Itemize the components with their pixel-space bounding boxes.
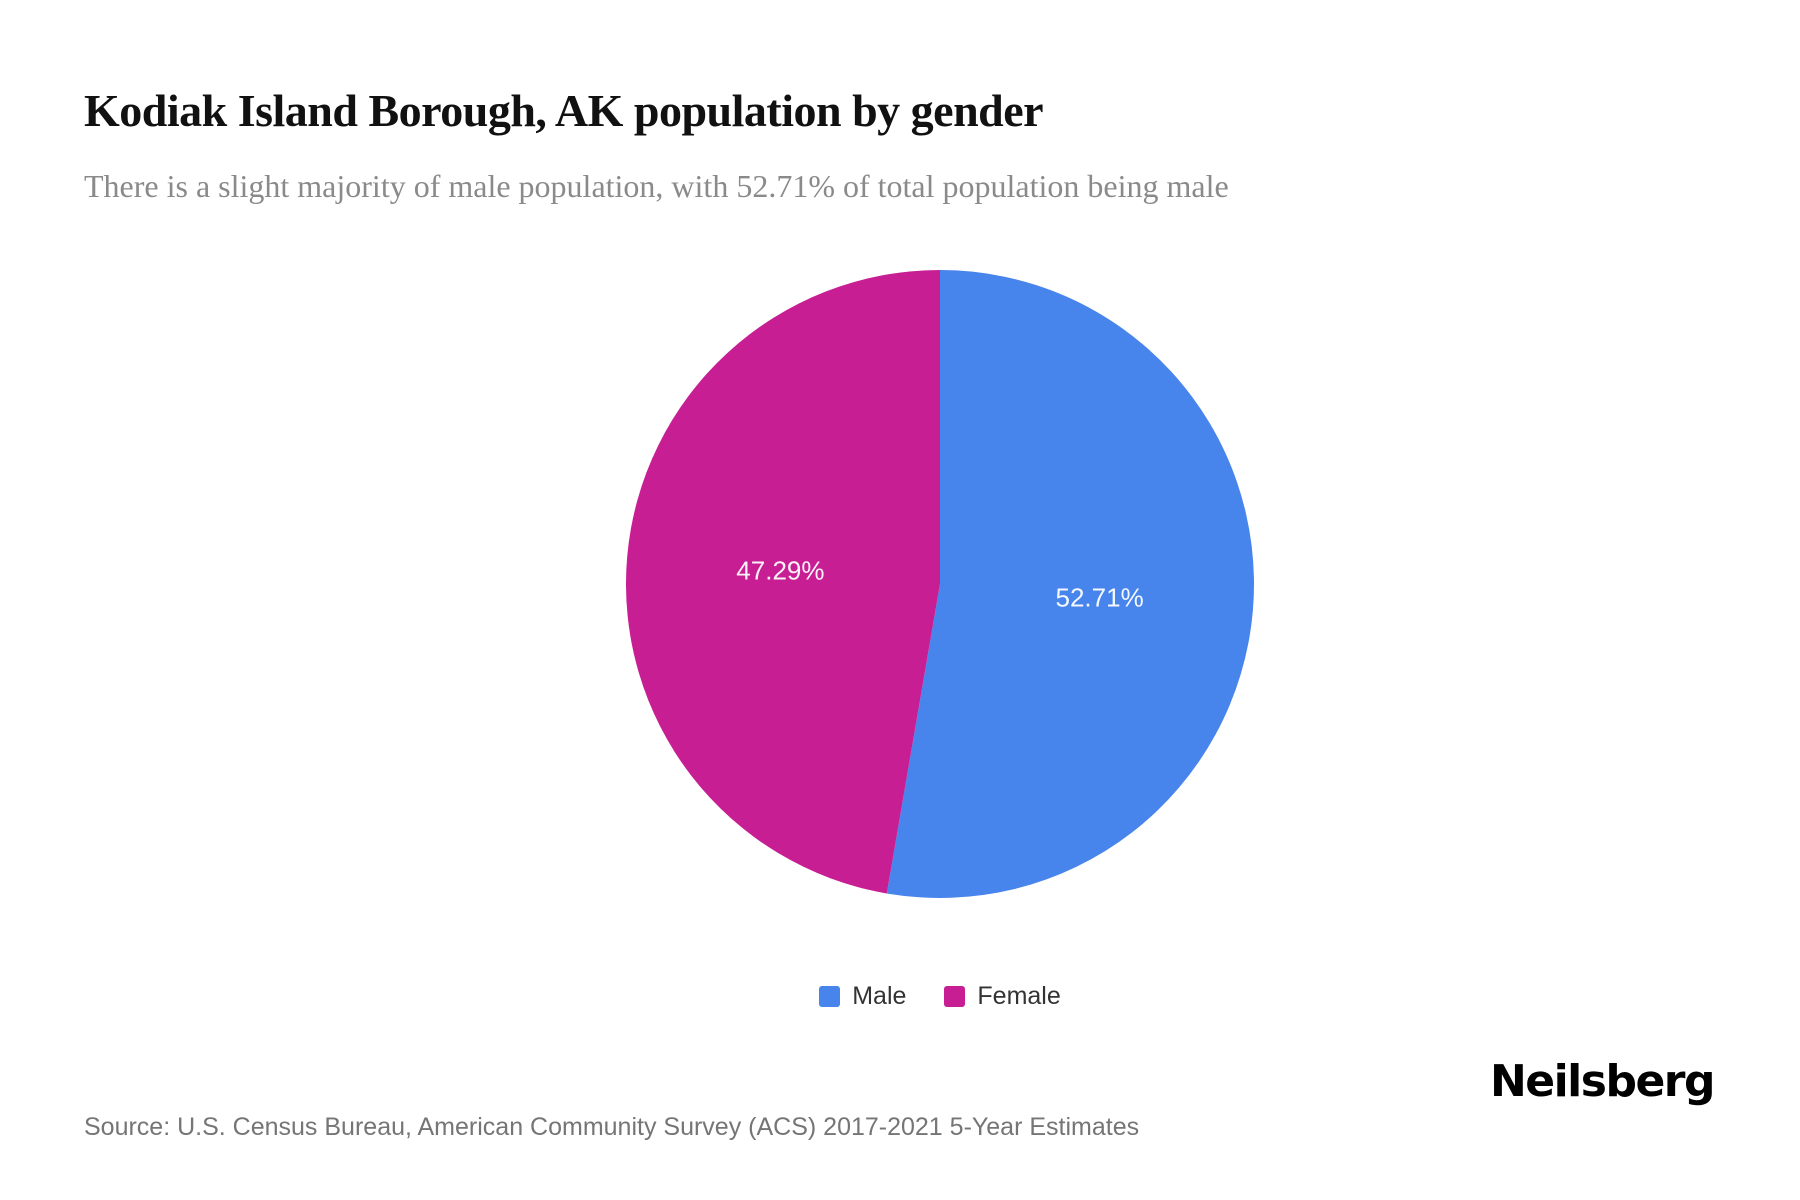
pie-chart: 52.71% 47.29%: [626, 270, 1254, 898]
legend-swatch-female: [944, 986, 966, 1007]
slice-value-label-female: 47.29%: [736, 555, 824, 585]
legend-label: Female: [977, 982, 1061, 1010]
source-note: Source: U.S. Census Bureau, American Com…: [84, 1113, 1140, 1141]
legend-item-female[interactable]: Female: [944, 982, 1061, 1011]
pie-chart-svg: 52.71% 47.29%: [626, 270, 1254, 898]
neilsberg-logo: Neilsberg: [1489, 1056, 1716, 1107]
legend-swatch-male: [819, 986, 841, 1007]
chart-title: Kodiak Island Borough, AK population by …: [84, 84, 1044, 136]
slice-value-label-male: 52.71%: [1056, 583, 1144, 613]
pie-slice-female[interactable]: [626, 270, 940, 894]
legend-item-male[interactable]: Male: [819, 982, 906, 1011]
pie-slice-male[interactable]: [886, 270, 1254, 898]
chart-legend: Male Female: [626, 982, 1254, 1011]
legend-label: Male: [852, 982, 907, 1010]
chart-subtitle: There is a slight majority of male popul…: [84, 168, 1229, 204]
